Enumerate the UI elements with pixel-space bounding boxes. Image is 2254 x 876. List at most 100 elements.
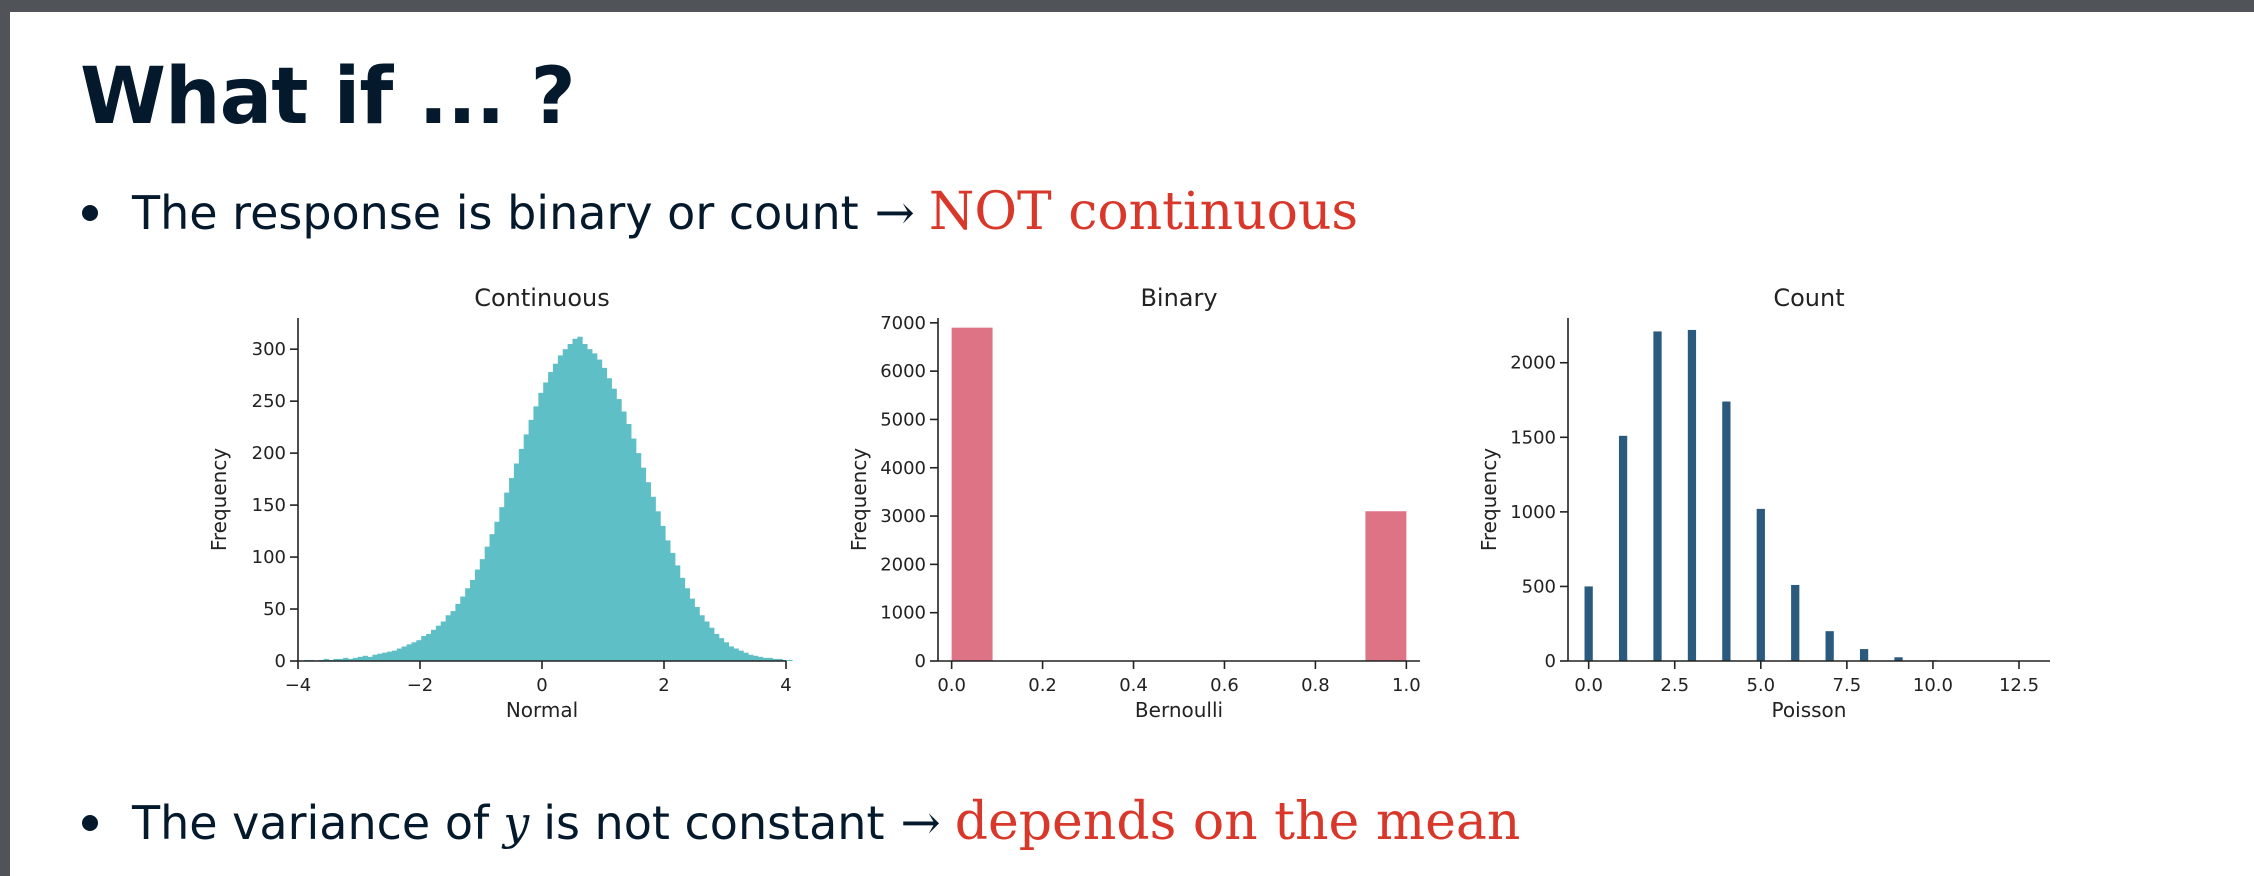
y-axis-label: Frequency: [1477, 448, 1501, 551]
window-frame-left: [0, 0, 10, 876]
histogram-bar: [430, 629, 437, 661]
histogram-bar: [343, 657, 349, 661]
histogram-bar: [733, 648, 739, 661]
y-tick-label: 250: [252, 391, 286, 412]
histogram-bar: [684, 588, 691, 661]
y-axis-label: Frequency: [847, 448, 871, 551]
histogram-bar: [572, 338, 578, 661]
bullet-variance: The variance of y is not constant → depe…: [82, 792, 1520, 852]
x-tick-label: 0.6: [1210, 675, 1239, 696]
x-tick-label: 0.0: [1574, 675, 1603, 696]
y-tick-label: 150: [252, 495, 286, 516]
histogram-bar: [767, 657, 773, 661]
y-tick-label: 3000: [880, 506, 926, 527]
histogram-bar: [494, 521, 500, 661]
histogram-bar: [699, 615, 705, 661]
histogram-bar: [435, 625, 442, 661]
histogram-bar: [450, 611, 456, 661]
histogram-bar: [479, 559, 486, 661]
histogram-bar: [509, 478, 515, 661]
histogram-bar: [548, 372, 554, 661]
y-tick-label: 0: [275, 651, 286, 672]
histogram-bar: [762, 657, 769, 661]
histogram-bar: [391, 650, 398, 661]
count-bar: [1618, 435, 1628, 661]
chart-title: Count: [1773, 284, 1844, 312]
histogram-bar: [387, 651, 393, 661]
histogram-bar: [470, 579, 476, 661]
histogram-bar: [626, 424, 632, 661]
bullet-text-after: is not constant: [543, 796, 885, 850]
histogram-bar: [562, 349, 569, 661]
histogram-bar: [460, 596, 466, 661]
histogram-bar: [640, 467, 647, 661]
histogram-bar: [377, 653, 383, 661]
histogram-bar: [631, 438, 637, 661]
y-tick-label: 6000: [880, 361, 926, 382]
x-tick-label: 0.8: [1301, 675, 1330, 696]
y-tick-label: 100: [252, 547, 286, 568]
count-bar: [1722, 401, 1731, 661]
histogram-bar: [787, 659, 793, 661]
bullet-response-type: The response is binary or count → NOT co…: [82, 182, 1358, 242]
histogram-bar: [445, 615, 451, 661]
histogram-bar: [543, 382, 549, 661]
x-tick-label: 1.0: [1392, 675, 1421, 696]
histogram-bar: [382, 652, 388, 661]
count-bar: [1687, 329, 1697, 661]
bullet-text: The response is binary or count: [132, 186, 859, 240]
y-tick-label: 50: [263, 599, 286, 620]
histogram-bar: [401, 646, 407, 661]
histogram-bar: [323, 658, 329, 661]
histogram-bar: [567, 343, 573, 661]
histogram-bar: [499, 507, 505, 661]
y-tick-label: 1000: [880, 603, 926, 624]
histogram-bar: [611, 388, 617, 661]
histogram-bar: [674, 565, 681, 661]
y-tick-label: 2000: [880, 554, 926, 575]
histogram-bar: [587, 349, 593, 661]
y-tick-label: 0: [915, 651, 926, 672]
window-frame-top: [0, 0, 2254, 12]
distribution-charts: −4 −2 0 2 4 0 50 100 150 200 250 300 Continuous Norma…: [207, 284, 2050, 722]
histogram-bar: [772, 658, 778, 661]
histogram-bar: [557, 355, 564, 661]
chart-title: Continuous: [474, 284, 610, 312]
histogram-bar: [704, 621, 710, 661]
histogram-bar: [645, 482, 651, 661]
histogram-bar: [694, 606, 700, 661]
histogram-bar: [951, 327, 993, 661]
histogram-bar: [592, 353, 598, 661]
histogram-bar: [660, 525, 666, 661]
x-tick-label: 10.0: [1913, 675, 1953, 696]
count-bar: [1653, 331, 1662, 661]
x-axis-label: Poisson: [1772, 698, 1847, 722]
histogram-bar: [635, 453, 642, 661]
histogram-bar: [352, 657, 359, 661]
histogram-bar: [416, 640, 422, 661]
count-bar: [1859, 649, 1869, 661]
x-tick-label: 0.0: [937, 675, 966, 696]
bullet-emphasis: NOT continuous: [928, 182, 1359, 242]
right-arrow-icon: →: [874, 185, 915, 241]
slide-title: What if ... ?: [80, 52, 576, 142]
chart-title: Binary: [1140, 284, 1217, 312]
histogram-bar: [718, 638, 725, 661]
histogram-bar: [333, 658, 339, 661]
histogram-bar: [606, 378, 612, 661]
histogram-bar: [489, 534, 495, 661]
histogram-bar: [474, 569, 481, 661]
x-tick-label: 2: [658, 675, 669, 696]
histogram-bar: [723, 642, 730, 661]
bullet-dot: [82, 205, 98, 221]
histogram-bar: [665, 540, 671, 661]
x-tick-label: 0.4: [1119, 675, 1148, 696]
histogram-bar: [411, 642, 417, 661]
x-tick-label: 4: [780, 675, 791, 696]
histogram-bar: [426, 633, 432, 661]
x-tick-label: −2: [407, 675, 434, 696]
bullet-dot: [82, 815, 98, 831]
histogram-bar: [362, 655, 368, 661]
histogram-bar: [484, 546, 490, 661]
histogram-bar: [679, 577, 686, 661]
